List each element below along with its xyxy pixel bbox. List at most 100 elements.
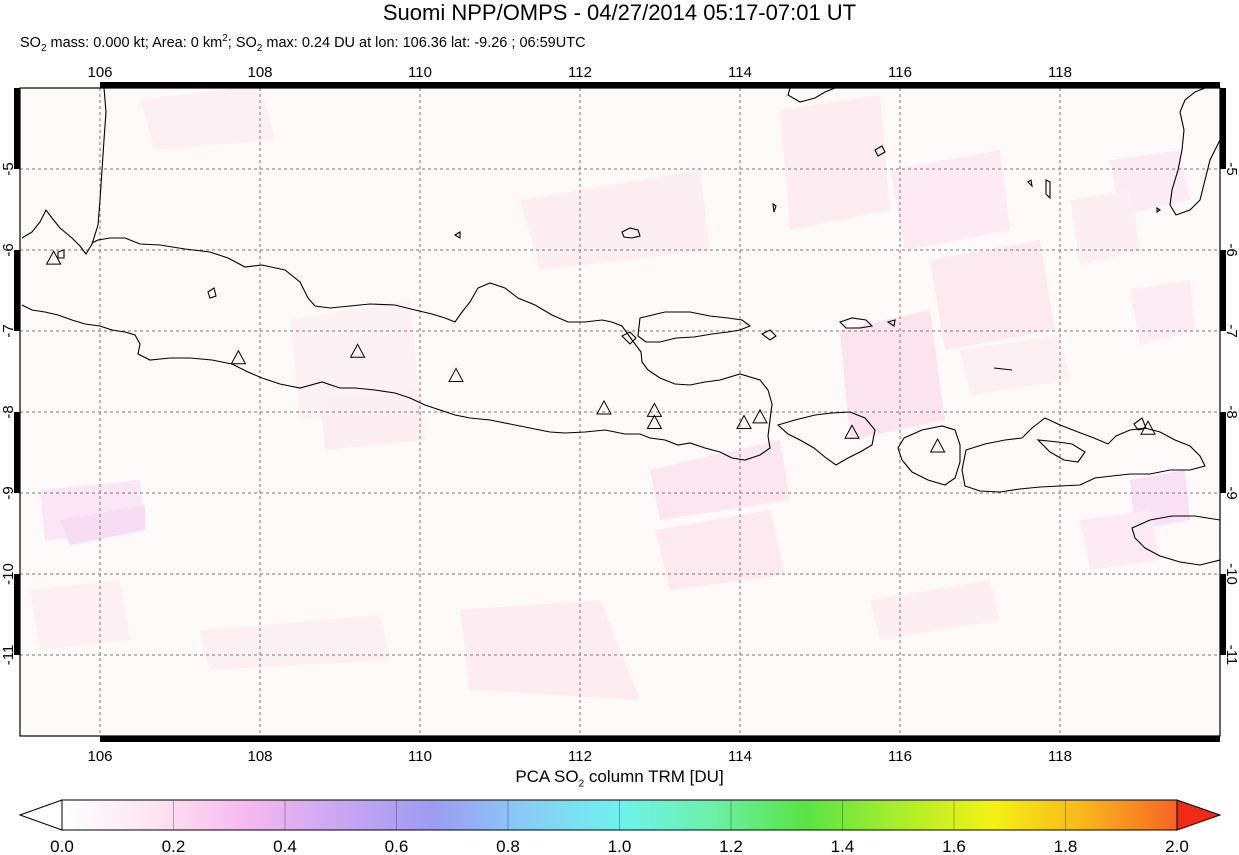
frame-bar-top [260,82,420,88]
lat-tick-label-right: -11 [1223,645,1239,666]
lat-tick-label-left: -10 [0,563,17,585]
frame-bar-bottom [740,736,900,742]
colorbar-tick-label: 0.6 [385,837,409,855]
colorbar-low-arrow [18,799,63,831]
volcano-triangle [1140,420,1156,435]
volcano-triangle [736,414,752,430]
lon-tick-label-bottom: 106 [87,748,112,765]
lon-tick-label-bottom: 118 [1048,748,1072,765]
small-island [207,287,217,299]
small-island [1045,179,1051,200]
so2-pixel [840,310,945,440]
sapudi-islands [760,329,777,341]
small-island [1156,206,1161,214]
frame-bar-bottom [420,736,580,742]
so2-pixel [30,580,130,650]
frame-bar-bottom [100,736,260,742]
sumbawa-coastline [961,417,1206,493]
small-island [993,367,1013,371]
subscript-2-max: 2 [256,42,263,54]
axis-tick-labels: 106 106 108 108 110 110 112 112 114 114 116 116 118 1… [0,64,1239,765]
sulawesi-coastline [1169,88,1220,216]
frame-bar-bottom [260,736,420,742]
small-island [1133,417,1147,431]
superscript-2: 2 [222,33,228,45]
lat-tick-label-right: -5 [1223,162,1239,175]
volcano-triangle [646,414,663,430]
volcano-triangle [448,367,464,383]
lat-tick-label-left: -7 [0,324,17,337]
page-title: Suomi NPP/OMPS - 04/27/2014 05:17-07:01 … [382,0,857,25]
colorbar-title-prefix: PCA SO [515,767,579,786]
frame-bar-left [14,88,20,169]
karimunjawa-island [621,227,641,239]
lon-tick-label-bottom: 112 [568,748,592,765]
so2-swath-pixels [30,88,1195,700]
so2-pixel [655,510,785,590]
volcano-triangle [752,408,768,424]
colorbar-high-arrow [1176,799,1222,831]
colorbar-title: PCA SO2 column TRM [DU] [0,767,1239,790]
lon-tick-label-top: 112 [568,64,592,81]
map-gridlines [20,88,1220,736]
colorbar-title-subscript: 2 [578,778,585,790]
frame-bar-right [1220,574,1226,655]
colorbar-tick-label: 0.8 [496,837,520,855]
volcano-triangle [596,399,612,415]
colorbar-tick-label: 0.4 [273,837,297,855]
volcano-triangle [929,437,946,453]
lat-tick-label-left: -5 [0,162,17,175]
lat-tick-label-right: -8 [1223,405,1239,418]
so2-pixel [60,505,145,545]
frame-bar-top [1060,82,1220,88]
sumbawa-bay [1036,439,1086,463]
map-frame-ticks [14,82,1226,742]
lat-tick-label-right: -9 [1223,486,1239,499]
sumba-coastline [1131,515,1220,566]
volcano-triangle [844,424,860,439]
so2-pixel [870,580,1000,640]
sumatra-coastline [21,88,107,255]
colorbar-tick-label: 1.8 [1054,837,1078,855]
colorbar-tick-label: 1.0 [608,837,632,855]
colorbar-tick-label: 0.0 [50,837,74,855]
lombok-coastline [897,425,961,486]
bali-coastline [776,411,876,466]
frame-bar-bottom [1060,736,1220,742]
kangean-island [838,317,874,329]
so2-pixel [290,300,420,420]
frame-bar-top [100,82,260,88]
coastlines [21,88,1220,566]
volcano-triangle [45,250,62,265]
mass-area-text: mass: 0.000 kt; Area: 0 km [46,35,223,51]
frame-bar-left [14,250,20,331]
frame-bar-left [14,574,20,655]
lon-tick-label-top: 108 [247,64,272,81]
small-island [1027,179,1033,188]
small-island [772,202,777,213]
colorbar-tick-label: 1.6 [942,837,966,855]
frame-bar-left [14,412,20,493]
colorbar-tick-label: 1.4 [831,837,855,855]
small-island [621,331,637,345]
so2-pixel [930,240,1055,350]
frame-bar-right [1220,250,1226,331]
java-coastline [21,237,773,461]
small-island [57,249,65,259]
small-island [886,319,896,327]
colorbar-ticks: 0.0 0.2 0.4 0.6 0.8 1.0 1.2 1.4 1.6 1.8 2.0 [50,800,1189,855]
frame-bar-bottom [580,736,740,742]
lon-tick-label-top: 116 [888,64,912,81]
lat-tick-label-right: -7 [1223,324,1239,337]
so2-pixel [1070,190,1140,265]
so2-pixel [650,440,790,520]
so2-label: SO [20,35,41,51]
frame-bar-right [1220,88,1226,169]
lat-tick-label-left: -6 [0,243,17,256]
lat-tick-label-left: -8 [0,405,17,418]
so2-pixel [320,390,425,450]
colorbar-tick-label: 2.0 [1165,837,1189,855]
max-location-text: max: 0.24 DU at lon: 106.36 lat: -9.26 ;… [262,35,586,51]
subscript-2: 2 [40,42,47,54]
